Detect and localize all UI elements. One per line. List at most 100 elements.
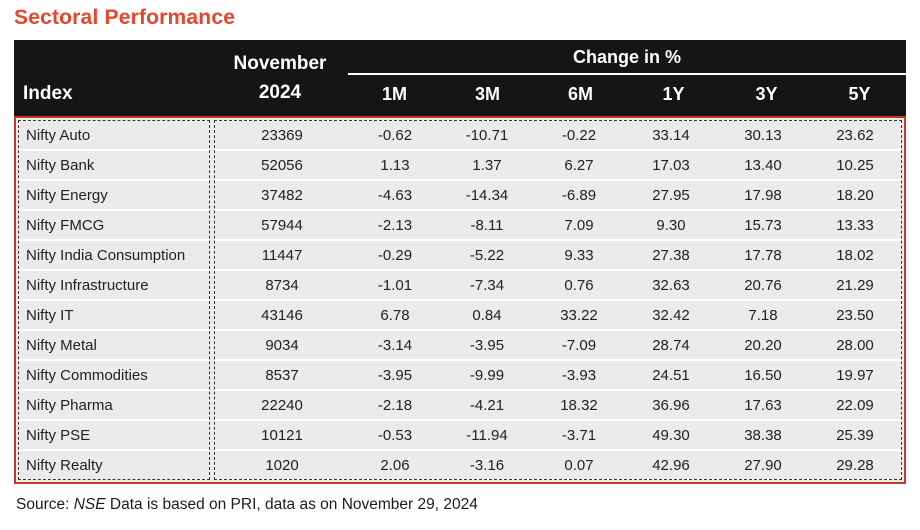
change-cell: 20.20 — [744, 336, 782, 354]
change-cell: 27.95 — [652, 186, 690, 204]
index-cell: Nifty Auto — [19, 121, 209, 149]
change-cell: 30.13 — [744, 126, 782, 144]
source-prefix: Source: — [16, 496, 74, 513]
change-cell: -4.21 — [469, 396, 505, 414]
change-cell: -3.14 — [377, 336, 413, 354]
index-cell: Nifty Realty — [19, 451, 209, 479]
source-note: Source: NSE Data is based on PRI, data a… — [16, 496, 906, 514]
change-cell: -8.11 — [470, 216, 504, 234]
change-cell: 27.38 — [652, 246, 690, 264]
index-value-cell: 22240 — [261, 396, 303, 414]
change-cell: 0.07 — [564, 456, 594, 474]
change-cell: 7.18 — [748, 306, 778, 324]
change-cell: -0.53 — [377, 426, 413, 444]
page-title: Sectoral Performance — [14, 6, 236, 29]
table-header: Index November 2024 Change in % 1M 3M 6M 1Y… — [14, 40, 906, 116]
change-cell: -3.95 — [377, 366, 413, 384]
period-column-headers: 1M 3M 6M 1Y 3Y 5Y — [348, 75, 906, 116]
column-header-5y: 5Y — [848, 84, 871, 104]
change-cell: 42.96 — [652, 456, 690, 474]
change-cell: -10.71 — [465, 126, 509, 144]
change-cell: 20.76 — [744, 276, 782, 294]
index-cell: Nifty Energy — [19, 181, 209, 209]
change-cell: 49.30 — [652, 426, 690, 444]
table-row: 37482 -4.63 -14.34 -6.89 27.95 17.98 18.20 — [215, 181, 901, 209]
change-cell: 32.42 — [652, 306, 690, 324]
index-value-cell: 10121 — [261, 426, 303, 444]
change-cell: 15.73 — [744, 216, 782, 234]
change-cell: 7.09 — [564, 216, 594, 234]
source-name: NSE — [73, 496, 106, 513]
change-cell: 18.32 — [560, 396, 598, 414]
column-header-1y: 1Y — [662, 84, 685, 104]
change-cell: -7.34 — [469, 276, 505, 294]
change-cell: 33.22 — [560, 306, 598, 324]
change-cell: 32.63 — [652, 276, 690, 294]
index-value-cell: 57944 — [261, 216, 303, 234]
change-cell: 17.63 — [744, 396, 782, 414]
table-body: Nifty Auto Nifty Bank Nifty Energy Nifty FM… — [14, 116, 906, 484]
table-row: 11447 -0.29 -5.22 9.33 27.38 17.78 18.02 — [215, 241, 901, 269]
change-cell: 6.27 — [564, 156, 594, 174]
column-header-change-in-percent: Change in % — [348, 40, 906, 75]
change-cell: 1.13 — [380, 156, 410, 174]
change-cell: 18.02 — [836, 246, 874, 264]
change-cell: -14.34 — [465, 186, 509, 204]
change-cell: -2.18 — [377, 396, 413, 414]
change-cell: 0.84 — [472, 306, 502, 324]
column-header-november-2024: November 2024 — [233, 52, 327, 103]
change-cell: -3.71 — [561, 426, 597, 444]
change-cell: 9.33 — [564, 246, 594, 264]
change-cell: 23.50 — [836, 306, 874, 324]
change-cell: 23.62 — [836, 126, 874, 144]
index-value-cell: 9034 — [265, 336, 299, 354]
table-row: 9034 -3.14 -3.95 -7.09 28.74 20.20 28.00 — [215, 331, 901, 359]
change-cell: 18.20 — [836, 186, 874, 204]
table-row: 1020 2.06 -3.16 0.07 42.96 27.90 29.28 — [215, 451, 901, 479]
index-cell: Nifty Commodities — [19, 361, 209, 389]
table-row: 43146 6.78 0.84 33.22 32.42 7.18 23.50 — [215, 301, 901, 329]
table-row: 8537 -3.95 -9.99 -3.93 24.51 16.50 19.97 — [215, 361, 901, 389]
index-cell: Nifty Metal — [19, 331, 209, 359]
change-cell: 21.29 — [836, 276, 874, 294]
change-cell: 9.30 — [656, 216, 686, 234]
index-value-cell: 11447 — [261, 246, 303, 264]
change-cell: 38.38 — [744, 426, 782, 444]
change-cell: -3.16 — [469, 456, 505, 474]
index-value-cell: 8734 — [265, 276, 299, 294]
change-cell: -3.93 — [561, 366, 597, 384]
column-header-6m: 6M — [567, 84, 593, 104]
index-value-cell: 8537 — [265, 366, 299, 384]
change-cell: 0.76 — [564, 276, 594, 294]
change-cell: -9.99 — [469, 366, 505, 384]
change-cell: 29.28 — [836, 456, 874, 474]
index-cell: Nifty PSE — [19, 421, 209, 449]
change-cell: 28.00 — [836, 336, 874, 354]
change-cell: 13.33 — [836, 216, 874, 234]
change-cell: -3.95 — [469, 336, 505, 354]
change-cell: 36.96 — [652, 396, 690, 414]
report-page: Sectoral Performance Index November 2024… — [14, 6, 906, 514]
change-cell: -11.94 — [466, 426, 508, 444]
index-cell: Nifty FMCG — [19, 211, 209, 239]
index-cell: Nifty Infrastructure — [19, 271, 209, 299]
data-columns-box: 23369 -0.62 -10.71 -0.22 33.14 30.13 23.62 5205… — [214, 120, 902, 480]
change-cell: 19.97 — [836, 366, 874, 384]
change-cell: 22.09 — [836, 396, 874, 414]
column-header-1m: 1M — [381, 84, 407, 104]
table-row: 22240 -2.18 -4.21 18.32 36.96 17.63 22.09 — [215, 391, 901, 419]
source-suffix: Data is based on PRI, data as on Novembe… — [105, 496, 478, 513]
table-row: 52056 1.13 1.37 6.27 17.03 13.40 10.25 — [215, 151, 901, 179]
index-value-cell: 43146 — [261, 306, 303, 324]
table-row: 8734 -1.01 -7.34 0.76 32.63 20.76 21.29 — [215, 271, 901, 299]
column-header-index: Index — [23, 83, 73, 104]
change-cell: 10.25 — [836, 156, 874, 174]
change-cell: -0.22 — [561, 126, 597, 144]
change-cell: -0.62 — [377, 126, 413, 144]
column-header-3m: 3M — [474, 84, 500, 104]
table-row: 23369 -0.62 -10.71 -0.22 33.14 30.13 23.62 — [215, 121, 901, 149]
change-cell: 16.50 — [744, 366, 782, 384]
change-cell: 13.40 — [744, 156, 782, 174]
change-cell: 1.37 — [472, 156, 502, 174]
change-cell: -4.63 — [377, 186, 413, 204]
